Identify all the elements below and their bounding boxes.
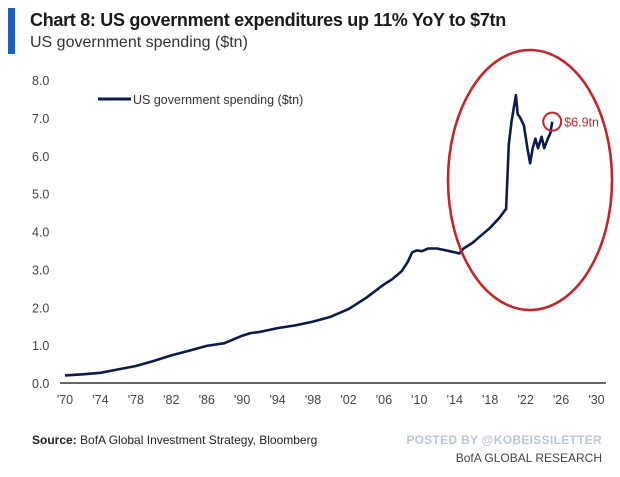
brand-label: BofA GLOBAL RESEARCH <box>455 451 602 465</box>
y-tick-label: 0.0 <box>32 377 49 391</box>
y-tick-label: 2.0 <box>32 301 49 315</box>
accent-bar <box>8 8 15 54</box>
x-tick-label: '22 <box>517 393 533 407</box>
source-label: Source: <box>32 433 77 447</box>
x-tick-label: '14 <box>447 393 463 407</box>
y-tick-label: 7.0 <box>32 112 49 126</box>
x-tick-label: '02 <box>340 393 356 407</box>
y-tick-label: 1.0 <box>32 339 49 353</box>
x-tick-label: '90 <box>234 393 250 407</box>
y-tick-label: 8.0 <box>32 74 49 88</box>
chart-title: Chart 8: US government expenditures up 1… <box>30 10 506 30</box>
legend-label: US government spending ($tn) <box>133 93 303 107</box>
x-tick-label: '94 <box>269 393 285 407</box>
y-tick-label: 3.0 <box>32 263 49 277</box>
legend: US government spending ($tn) <box>98 93 303 107</box>
x-tick-label: '98 <box>305 393 321 407</box>
x-tick-label: '70 <box>57 393 73 407</box>
posted-by-watermark: POSTED BY @KOBEISSILETTER <box>406 433 602 447</box>
highlight-circle <box>542 111 563 132</box>
highlight-ellipse <box>446 48 614 312</box>
x-tick-label: '78 <box>128 393 144 407</box>
y-tick-label: 4.0 <box>32 226 49 240</box>
series-line-us-government-spending <box>64 93 554 377</box>
x-tick-label: '18 <box>482 393 498 407</box>
x-tick-label: '06 <box>376 393 392 407</box>
y-tick-label: 6.0 <box>32 150 49 164</box>
x-axis: '70 '74 '78 '82 '86 '90 '94 '98 '02 '06 '10 '14 '18 '… <box>57 393 605 407</box>
source-text: BofA Global Investment Strategy, Bloombe… <box>76 433 318 447</box>
chart-subtitle: US government spending ($tn) <box>30 34 248 51</box>
source-note: Source: BofA Global Investment Strategy,… <box>32 433 317 447</box>
x-tick-label: '30 <box>588 393 604 407</box>
x-tick-label: '82 <box>163 393 179 407</box>
x-tick-label: '10 <box>411 393 427 407</box>
x-tick-label: '86 <box>199 393 215 407</box>
annotation-label: $6.9tn <box>564 116 599 130</box>
x-tick-label: '26 <box>553 393 569 407</box>
x-tick-label: '74 <box>92 393 108 407</box>
y-axis: 0.0 1.0 2.0 3.0 4.0 5.0 6.0 7.0 8.0 <box>32 74 49 391</box>
y-tick-label: 5.0 <box>32 188 49 202</box>
